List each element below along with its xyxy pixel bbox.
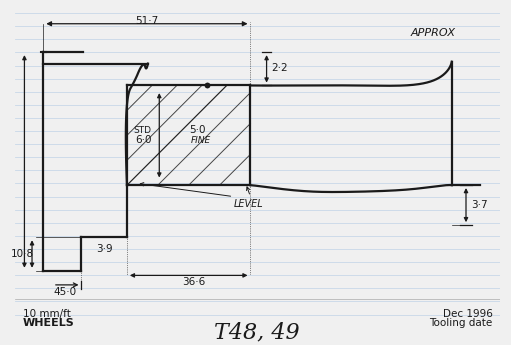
Text: 51·7: 51·7 xyxy=(135,16,158,26)
Text: FINE: FINE xyxy=(191,136,211,145)
Text: 5·0: 5·0 xyxy=(189,125,205,135)
Text: 2·2: 2·2 xyxy=(271,63,288,73)
Text: 3·7: 3·7 xyxy=(471,200,487,210)
Text: WHEELS: WHEELS xyxy=(22,318,74,328)
Text: 3·9: 3·9 xyxy=(96,244,112,254)
Text: STD: STD xyxy=(134,126,152,135)
Text: 36·6: 36·6 xyxy=(182,277,205,287)
Text: Tooling date: Tooling date xyxy=(429,318,493,328)
Text: APPROX: APPROX xyxy=(410,28,455,38)
Text: 45·0: 45·0 xyxy=(54,287,77,297)
Text: 6·0: 6·0 xyxy=(135,135,152,145)
Text: 10·8: 10·8 xyxy=(11,249,34,259)
Text: Dec 1996: Dec 1996 xyxy=(443,309,493,319)
Text: T48, 49: T48, 49 xyxy=(214,322,300,344)
Text: 10 mm/ft: 10 mm/ft xyxy=(22,309,71,319)
Text: LEVEL: LEVEL xyxy=(234,199,263,209)
